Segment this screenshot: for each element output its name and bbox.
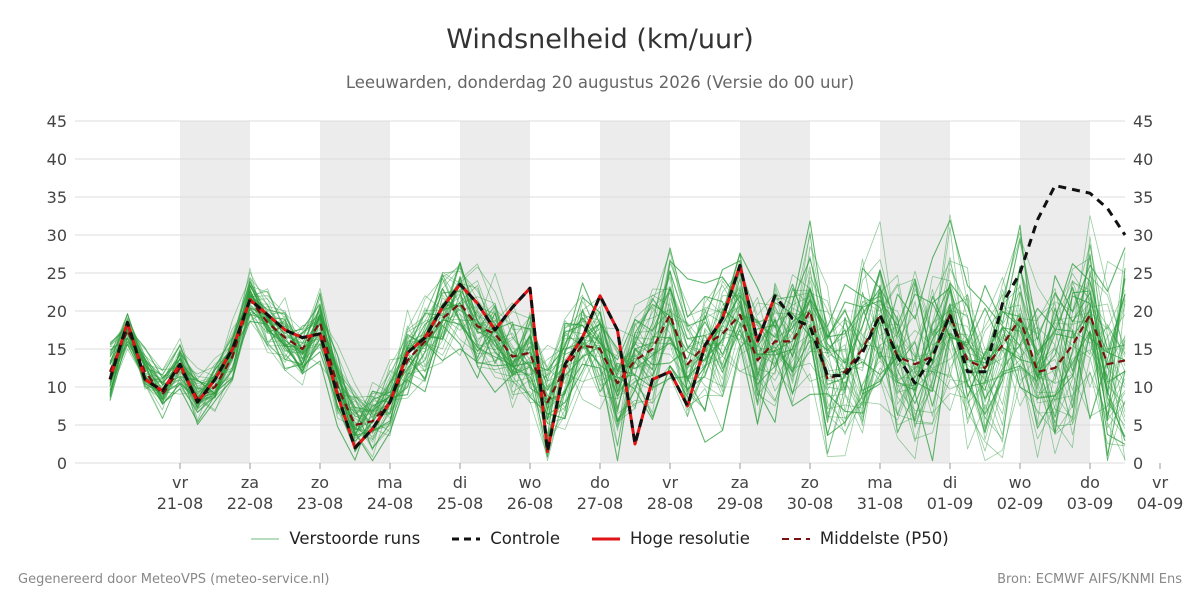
main-series-lines xyxy=(108,184,1127,454)
y-tick-label-right: 35 xyxy=(1133,188,1153,207)
x-tick-weekday: wo xyxy=(1009,473,1032,492)
y-tick-label-left: 5 xyxy=(57,416,67,435)
x-tick-weekday: di xyxy=(943,473,958,492)
x-tick-weekday: zo xyxy=(311,473,329,492)
ensemble-member-line xyxy=(109,293,1126,454)
legend-swatch-control xyxy=(452,537,481,540)
x-tick-weekday: vr xyxy=(1152,473,1168,492)
legend-item-high-res[interactable]: Hoge resolutie xyxy=(591,529,750,548)
weekend-band xyxy=(740,121,810,463)
legend-label-high-res: Hoge resolutie xyxy=(629,529,750,548)
ensemble-member-line xyxy=(109,269,1126,441)
ensemble-member-line xyxy=(109,266,1126,449)
footer-source: Bron: ECMWF AIFS/KNMI Ens xyxy=(997,572,1182,587)
x-tick-weekday: za xyxy=(241,473,259,492)
y-tick-label-left: 40 xyxy=(47,150,67,169)
x-tick-weekday: do xyxy=(590,473,610,492)
ensemble-member-line xyxy=(109,262,1126,433)
x-tick-date: 22-08 xyxy=(227,494,274,513)
footer-generated-by: Gegenereerd door MeteoVPS (meteo-service… xyxy=(18,572,330,587)
chart-legend: Verstoorde runs Controle Hoge resolutie … xyxy=(0,529,1200,548)
y-tick-label-left: 20 xyxy=(47,302,67,321)
x-tick-weekday: za xyxy=(731,473,749,492)
x-tick-weekday: ma xyxy=(377,473,402,492)
x-tick-weekday: di xyxy=(453,473,468,492)
x-tick-date: 04-09 xyxy=(1137,494,1184,513)
x-tick-date: 25-08 xyxy=(437,494,484,513)
y-tick-label-left: 35 xyxy=(47,188,67,207)
x-tick-weekday: vr xyxy=(662,473,678,492)
legend-swatch-median xyxy=(781,537,810,540)
x-tick-date: 23-08 xyxy=(297,494,344,513)
x-tick-date: 03-09 xyxy=(1067,494,1114,513)
ensemble-member-line xyxy=(109,226,1126,427)
chart-subtitle: Leeuwarden, donderdag 20 augustus 2026 (… xyxy=(345,73,855,92)
ensemble-member-line xyxy=(109,270,1126,422)
y-tick-label-right: 5 xyxy=(1133,416,1143,435)
ensemble-member-line xyxy=(109,287,1126,440)
x-tick-weekday: wo xyxy=(519,473,542,492)
x-tick-date: 24-08 xyxy=(367,494,414,513)
x-tick-date: 26-08 xyxy=(507,494,554,513)
x-tick-date: 01-09 xyxy=(927,494,974,513)
y-tick-label-left: 45 xyxy=(47,112,67,131)
y-tick-label-right: 20 xyxy=(1133,302,1153,321)
y-tick-label-right: 0 xyxy=(1133,454,1143,473)
y-axis-left: 0 5 10 15 20 25 30 35 40 45 xyxy=(47,112,67,473)
y-tick-label-left: 30 xyxy=(47,226,67,245)
x-tick-date: 27-08 xyxy=(577,494,624,513)
x-tick-weekday: vr xyxy=(172,473,188,492)
x-tick-date: 31-08 xyxy=(857,494,904,513)
x-axis: vr 21-08 za 22-08 zo 23-08 ma 24-08 di 25-08 wo 26-… xyxy=(157,463,1184,513)
ensemble-member-line xyxy=(109,221,1126,447)
chart-title: Windsnelheid (km/uur) xyxy=(446,24,754,55)
x-tick-date: 30-08 xyxy=(787,494,834,513)
legend-swatch-high-res xyxy=(591,537,620,540)
y-tick-label-left: 15 xyxy=(47,340,67,359)
x-tick-weekday: ma xyxy=(867,473,892,492)
y-tick-label-right: 10 xyxy=(1133,378,1153,397)
legend-swatch-ensemble xyxy=(251,538,280,539)
legend-item-ensemble[interactable]: Verstoorde runs xyxy=(251,529,420,548)
y-tick-label-right: 15 xyxy=(1133,340,1153,359)
x-tick-date: 21-08 xyxy=(157,494,204,513)
y-tick-label-right: 40 xyxy=(1133,150,1153,169)
x-tick-date: 02-09 xyxy=(997,494,1044,513)
y-tick-label-left: 0 xyxy=(57,454,67,473)
y-tick-label-left: 25 xyxy=(47,264,67,283)
series-line-control xyxy=(108,184,1127,454)
y-axis-right: 0 5 10 15 20 25 30 35 40 45 xyxy=(1133,112,1153,473)
y-tick-label-right: 45 xyxy=(1133,112,1153,131)
x-tick-weekday: do xyxy=(1080,473,1100,492)
y-tick-label-right: 30 xyxy=(1133,226,1153,245)
y-tick-label-right: 25 xyxy=(1133,264,1153,283)
x-tick-date: 29-08 xyxy=(717,494,764,513)
series-line-median xyxy=(108,298,1126,427)
legend-item-median[interactable]: Middelste (P50) xyxy=(781,529,949,548)
y-tick-label-left: 10 xyxy=(47,378,67,397)
legend-item-control[interactable]: Controle xyxy=(452,529,560,548)
x-tick-date: 28-08 xyxy=(647,494,694,513)
legend-label-control: Controle xyxy=(490,529,560,548)
ensemble-member-line xyxy=(109,252,1126,424)
legend-label-ensemble: Verstoorde runs xyxy=(289,529,421,548)
x-tick-weekday: zo xyxy=(801,473,819,492)
legend-label-median: Middelste (P50) xyxy=(819,529,949,548)
